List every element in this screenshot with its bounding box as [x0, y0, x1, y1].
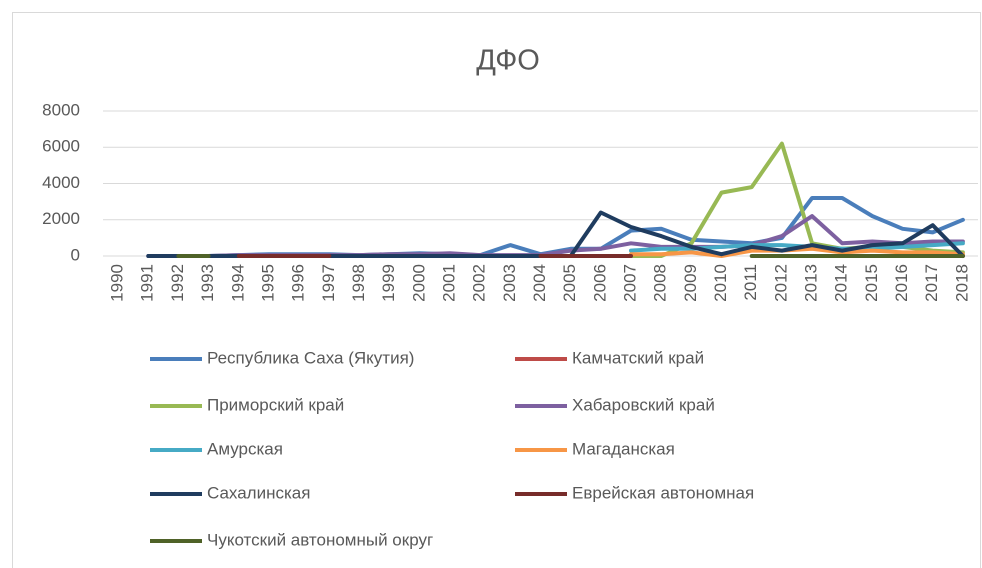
- x-tick-label: 2013: [802, 264, 821, 302]
- x-tick-label: 1992: [168, 264, 187, 302]
- x-tick-label: 1998: [349, 264, 368, 302]
- x-tick-label: 1993: [198, 264, 217, 302]
- x-tick-label: 2007: [621, 264, 640, 302]
- legend-label: Сахалинская: [207, 483, 310, 502]
- legend-label: Чукотский автономный округ: [207, 530, 433, 549]
- chart-border: [12, 12, 981, 568]
- y-tick-label: 0: [71, 245, 80, 264]
- y-tick-label: 8000: [42, 100, 80, 119]
- chart-title: ДФО: [476, 45, 540, 77]
- x-tick-label: 2000: [409, 264, 428, 302]
- x-tick-label: 2003: [500, 264, 519, 302]
- legend-label: Приморский край: [207, 395, 344, 414]
- x-tick-label: 2004: [530, 264, 549, 302]
- y-tick-label: 4000: [42, 173, 80, 192]
- x-tick-label: 2008: [651, 264, 670, 302]
- legend-label: Магаданская: [572, 439, 675, 458]
- x-tick-label: 2011: [741, 264, 760, 301]
- y-tick-label: 6000: [42, 137, 80, 156]
- x-tick-label: 2002: [470, 264, 489, 302]
- x-tick-label: 2012: [771, 264, 790, 302]
- x-tick-label: 1997: [319, 264, 338, 302]
- x-tick-label: 2006: [590, 264, 609, 302]
- x-tick-label: 2010: [711, 264, 730, 302]
- legend-label: Камчатский край: [572, 348, 704, 367]
- legend-label: Еврейская автономная: [572, 483, 754, 502]
- x-tick-label: 1994: [228, 264, 247, 302]
- legend-label: Хабаровский край: [572, 395, 715, 414]
- x-tick-label: 1995: [258, 264, 277, 302]
- x-tick-label: 2018: [952, 264, 971, 302]
- x-tick-label: 1996: [289, 264, 308, 302]
- x-tick-label: 1999: [379, 264, 398, 302]
- x-tick-label: 1990: [108, 264, 127, 302]
- x-tick-label: 1991: [138, 264, 157, 302]
- x-tick-label: 2017: [922, 264, 941, 302]
- x-tick-label: 2005: [560, 264, 579, 302]
- legend-label: Республика Саха (Якутия): [207, 348, 414, 367]
- legend-label: Амурская: [207, 439, 283, 458]
- x-tick-label: 2001: [439, 264, 458, 302]
- x-tick-label: 2014: [832, 264, 851, 302]
- x-tick-label: 2016: [892, 264, 911, 302]
- x-tick-label: 2009: [681, 264, 700, 302]
- y-tick-label: 2000: [42, 209, 80, 228]
- x-tick-label: 2015: [862, 264, 881, 302]
